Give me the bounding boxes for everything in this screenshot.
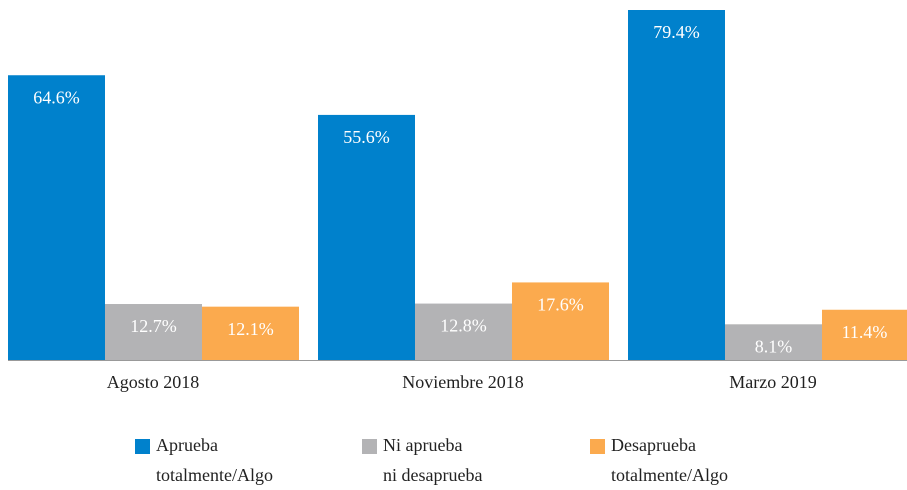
data-label: 11.4% <box>842 322 888 342</box>
data-label: 64.6% <box>33 87 80 107</box>
bar <box>8 75 105 361</box>
legend-label: Ni aprueba ni desaprueba <box>383 435 483 485</box>
data-label: 8.1% <box>755 336 793 356</box>
data-label: 17.6% <box>537 295 584 315</box>
bar <box>628 10 725 360</box>
legend-swatch <box>135 439 150 454</box>
bar <box>318 114 415 361</box>
legend-item: Aprueba totalmente/Algo <box>135 432 273 490</box>
data-label: 55.6% <box>343 127 390 147</box>
data-label: 79.4% <box>653 22 700 42</box>
data-label: 12.7% <box>130 316 177 336</box>
legend-label: Aprueba totalmente/Algo <box>156 435 273 485</box>
bar <box>725 324 822 360</box>
x-tick-label: Marzo 2019 <box>729 372 816 392</box>
legend-label: Desaprueba totalmente/Algo <box>611 435 728 485</box>
data-label: 12.8% <box>440 316 487 336</box>
bar <box>202 306 299 360</box>
bar <box>415 303 512 360</box>
bar <box>822 309 907 360</box>
legend-swatch <box>362 439 377 454</box>
chart: Agosto 2018 64.6% 12.7% 12.1% Noviembre 2018… <box>8 10 907 392</box>
legend-item: Ni aprueba ni desaprueba <box>362 432 482 490</box>
data-label: 12.1% <box>227 319 274 339</box>
legend-item: Desaprueba totalmente/Algo <box>590 432 728 490</box>
x-tick-label: Agosto 2018 <box>107 372 200 392</box>
bar <box>512 282 609 360</box>
legend-swatch <box>590 439 605 454</box>
x-tick-label: Noviembre 2018 <box>402 372 523 392</box>
bar <box>105 304 202 360</box>
